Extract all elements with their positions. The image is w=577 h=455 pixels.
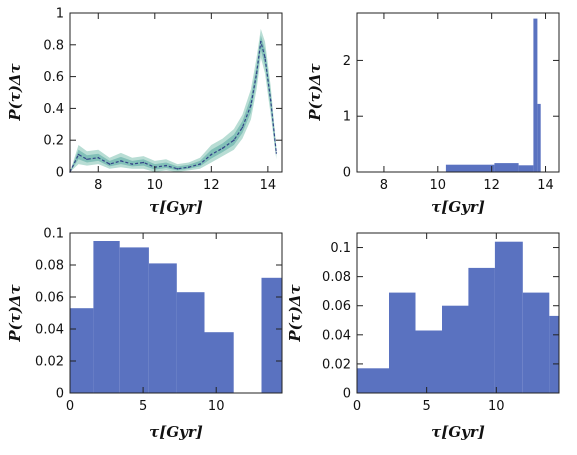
y-tick-label: 0.1 xyxy=(330,241,351,256)
data-point xyxy=(108,163,111,165)
x-tick-label: 0 xyxy=(353,399,361,414)
data-point xyxy=(176,168,179,170)
y-tick-label: 0.1 xyxy=(43,227,64,242)
data-point xyxy=(260,40,262,43)
histogram-bar xyxy=(533,18,538,172)
histogram-bar xyxy=(518,165,534,172)
data-point xyxy=(264,56,266,59)
x-tick-label: 8 xyxy=(94,178,102,193)
x-tick-label: 5 xyxy=(423,399,431,414)
y-tick-label: 0.04 xyxy=(35,323,64,338)
histogram-bar xyxy=(176,292,205,393)
y-tick-label: 0.2 xyxy=(43,134,64,149)
y-tick-label: 1 xyxy=(343,110,351,125)
y-axis-label: P(τ)Δτ xyxy=(286,283,304,342)
data-point xyxy=(275,152,278,154)
data-point xyxy=(269,99,272,102)
y-tick-label: 0 xyxy=(56,166,64,181)
data-point xyxy=(210,153,213,156)
y-tick-label: 0.04 xyxy=(322,328,351,343)
x-tick-label: 8 xyxy=(380,178,388,193)
y-tick-label: 0.4 xyxy=(43,102,64,117)
y-axis-label: P(τ)Δτ xyxy=(306,62,324,121)
y-tick-label: 0 xyxy=(343,166,351,181)
y-tick-label: 0.06 xyxy=(322,299,351,314)
y-tick-label: 0.08 xyxy=(35,259,64,274)
histogram-bar xyxy=(522,292,550,393)
histogram-bar xyxy=(537,103,541,172)
histogram-bar xyxy=(549,315,559,393)
y-tick-label: 1 xyxy=(56,7,64,22)
histogram-bar xyxy=(93,241,120,393)
data-point xyxy=(187,166,190,168)
data-point xyxy=(142,161,145,164)
data-point xyxy=(199,163,201,165)
x-axis-label: τ[Gyr] xyxy=(431,423,485,441)
x-tick-label: 10 xyxy=(430,178,447,193)
data-point xyxy=(77,153,80,156)
x-tick-label: 5 xyxy=(139,399,147,414)
y-tick-label: 0.02 xyxy=(35,355,64,370)
histogram-bar xyxy=(468,267,495,393)
panel-4: 0 5 10 0 0.02 0.04 0.06 0.08 0.1 τ[Gyr] P(τ)Δτ xyxy=(286,232,560,441)
data-point xyxy=(250,104,252,106)
x-tick-label: 0 xyxy=(66,399,74,414)
x-tick-label: 12 xyxy=(203,178,220,193)
histogram-bar xyxy=(494,163,519,172)
y-tick-label: 0.6 xyxy=(43,70,64,85)
data-point xyxy=(165,164,167,167)
plot-frame xyxy=(356,12,560,173)
histogram-bar xyxy=(442,305,469,393)
inner-confidence-band xyxy=(70,35,277,172)
y-axis-label: P(τ)Δτ xyxy=(6,62,24,121)
y-tick-label: 0.02 xyxy=(322,357,351,372)
histogram-bar xyxy=(149,263,177,393)
plot-frame xyxy=(69,12,283,173)
confidence-band xyxy=(70,28,277,173)
y-tick-label: 0 xyxy=(56,387,64,402)
histogram-bar xyxy=(445,164,495,172)
data-point xyxy=(233,139,235,141)
panel-1: 8 10 12 14 0 0.2 0.4 0.6 0.8 1 τ[Gyr] P(τ)Δτ xyxy=(6,7,283,216)
histogram-bar xyxy=(70,308,94,393)
data-point xyxy=(86,158,88,161)
histogram-bar xyxy=(357,368,389,393)
x-tick-label: 10 xyxy=(208,399,225,414)
histogram-bar xyxy=(204,332,234,393)
data-point xyxy=(255,72,258,75)
x-tick-label: 14 xyxy=(260,178,277,193)
y-tick-label: 2 xyxy=(343,54,351,69)
plot-frame xyxy=(69,232,283,394)
data-point xyxy=(120,160,122,162)
data-point xyxy=(221,147,224,149)
histogram-bar xyxy=(415,330,442,393)
data-point xyxy=(97,156,100,159)
x-axis-label: τ[Gyr] xyxy=(149,423,203,441)
x-axis-label: τ[Gyr] xyxy=(431,198,485,216)
data-point xyxy=(241,126,244,129)
x-tick-label: 10 xyxy=(488,399,505,414)
y-tick-label: 0.08 xyxy=(322,270,351,285)
histogram-bar xyxy=(119,247,149,393)
histogram-bar xyxy=(389,292,416,393)
histogram-bar xyxy=(494,241,523,393)
y-axis-label: P(τ)Δτ xyxy=(6,283,24,342)
panel-3: 0 5 10 0 0.02 0.04 0.06 0.08 0.1 τ[Gyr] P(τ)Δτ xyxy=(6,227,283,441)
plot-frame xyxy=(356,232,560,394)
data-point xyxy=(131,163,133,165)
x-axis-label: τ[Gyr] xyxy=(149,198,203,216)
histogram-bar xyxy=(261,277,282,393)
y-tick-label: 0.06 xyxy=(35,291,64,306)
x-tick-label: 14 xyxy=(537,178,554,193)
y-tick-label: 0.8 xyxy=(43,38,64,53)
x-tick-label: 12 xyxy=(483,178,500,193)
x-tick-label: 10 xyxy=(147,178,164,193)
y-tick-label: 0 xyxy=(343,387,351,402)
